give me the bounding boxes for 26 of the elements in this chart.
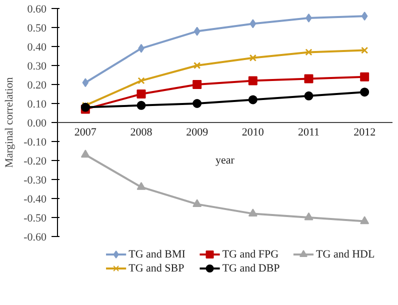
y-tick-label: -0.50 [24,212,47,224]
y-tick-label: -0.40 [24,194,47,206]
y-tick-label: 0.50 [27,22,47,34]
x-tick-label: 2010 [242,126,264,138]
legend-label: TG and DBP [222,262,280,274]
y-tick-label: 0.40 [27,42,47,54]
legend-label: TG and HDL [316,248,375,260]
legend-label: TG and BMI [128,248,186,260]
y-tick-label: -0.10 [24,136,47,148]
y-tick-label: 0.00 [27,118,47,130]
x-tick-label: 2012 [354,126,376,138]
y-tick-label: 0.60 [27,4,47,16]
x-tick-label: 2007 [74,126,97,138]
x-tick-label: 2008 [130,126,153,138]
y-tick-label: -0.60 [24,232,47,244]
legend-label: TG and SBP [128,262,184,274]
y-tick-label: -0.30 [24,174,47,186]
x-tick-label: 2011 [298,126,320,138]
y-tick-label: 0.30 [27,60,47,72]
y-axis-title: Marginal correlation [4,76,16,168]
x-tick-label: 2009 [186,126,209,138]
legend-label: TG and FPG [222,248,279,260]
x-axis-title: year [216,154,235,166]
y-tick-label: 0.20 [27,80,47,92]
y-tick-label: -0.20 [24,156,47,168]
y-tick-label: 0.10 [27,98,47,110]
